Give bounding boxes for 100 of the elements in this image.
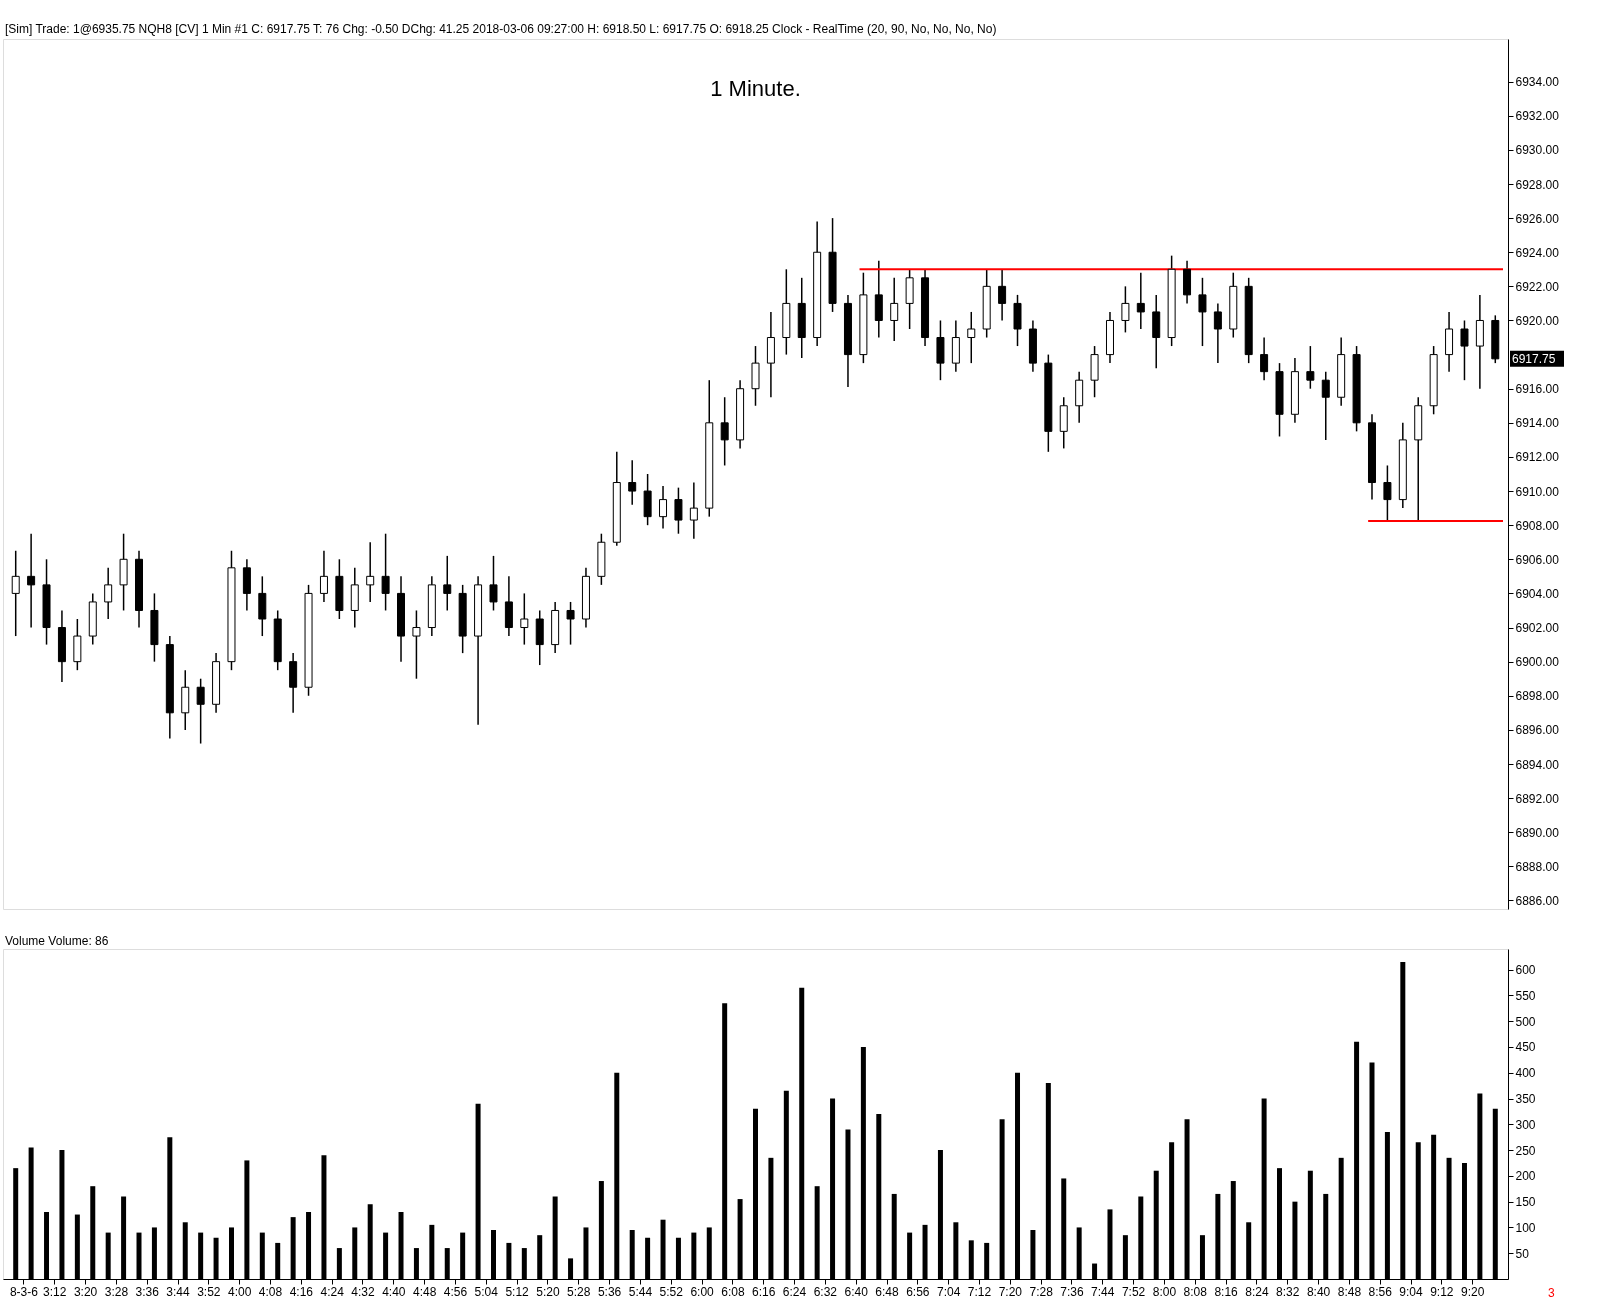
x-tick-label: 4:48: [412, 1284, 437, 1298]
x-tick-label: 3:36: [135, 1284, 160, 1298]
x-tick-label: 6:48: [875, 1284, 900, 1298]
x-tick-label: 4:08: [258, 1284, 283, 1298]
x-tick-label: 6:40: [844, 1284, 869, 1298]
x-tick-label: 6:00: [690, 1284, 715, 1298]
x-tick-label: 7:12: [967, 1284, 992, 1298]
y-tick-label: 6892.00: [1515, 791, 1560, 806]
candlestick: [520, 592, 529, 646]
x-tick-label: 5:36: [597, 1284, 622, 1298]
y-tick-label: 6922.00: [1515, 279, 1560, 294]
y-tick-label: 400: [1515, 1066, 1536, 1081]
y-tick-label: 350: [1515, 1092, 1536, 1107]
candlestick: [1198, 277, 1207, 347]
y-tick-label: 6904.00: [1515, 586, 1560, 601]
candlestick: [1306, 345, 1315, 390]
y-tick-label: 6886.00: [1515, 893, 1560, 908]
y-tick-label: 6890.00: [1515, 825, 1560, 840]
x-tick-label: 8:16: [1214, 1284, 1239, 1298]
candlestick: [443, 555, 452, 612]
x-tick-label: 5:04: [474, 1284, 499, 1298]
x-tick-label: 4:32: [351, 1284, 375, 1298]
candlestick: [196, 677, 205, 745]
y-tick-label: 6912.00: [1515, 450, 1560, 465]
y-tick-label: 6902.00: [1515, 621, 1560, 636]
x-tick-label: 7:04: [936, 1284, 961, 1298]
y-tick-label: 100: [1515, 1220, 1536, 1235]
x-tick-label: 6:16: [752, 1284, 776, 1298]
candlestick: [1121, 285, 1130, 334]
y-tick-label: 6894.00: [1515, 757, 1560, 772]
y-tick-label: 600: [1515, 963, 1536, 978]
candlestick: [566, 601, 575, 646]
y-tick-label: 6920.00: [1515, 313, 1560, 328]
y-tick-label: 6908.00: [1515, 518, 1560, 533]
y-tick-label: 550: [1515, 988, 1536, 1003]
candlestick: [689, 481, 698, 540]
x-tick-label: 3:44: [166, 1284, 191, 1298]
candlestick: [890, 277, 899, 342]
y-tick-label: 6930.00: [1515, 143, 1560, 158]
candlestick: [319, 550, 328, 603]
candlestick: [1260, 336, 1269, 381]
text: 1 Minute.: [710, 76, 801, 101]
y-tick-label: 200: [1515, 1169, 1536, 1184]
candlestick: [720, 396, 729, 467]
y-tick-label: 250: [1515, 1143, 1536, 1158]
y-tick-label: 6932.00: [1515, 109, 1560, 124]
x-tick-label: 4:56: [443, 1284, 468, 1298]
x-tick-label: 6:56: [906, 1284, 930, 1298]
y-tick-label: 6928.00: [1515, 177, 1560, 192]
y-tick-label: 6900.00: [1515, 655, 1560, 670]
x-tick-label: 4:24: [320, 1284, 345, 1298]
x-tick-label: 4:00: [228, 1284, 252, 1298]
y-tick-label: 6896.00: [1515, 723, 1560, 738]
x-tick-label: 3:12: [43, 1284, 67, 1298]
candlestick: [1460, 319, 1469, 381]
candlestick: [11, 550, 20, 637]
x-tick-label: 8:48: [1337, 1284, 1362, 1298]
x-tick-label: 8:56: [1368, 1284, 1393, 1298]
y-tick-label: 300: [1515, 1117, 1536, 1132]
x-tick-label: 7:28: [1029, 1284, 1054, 1298]
candlestick: [967, 311, 976, 364]
candlestick: [381, 532, 390, 612]
x-tick-label: 6:32: [813, 1284, 838, 1298]
x-tick-label: 8:40: [1306, 1284, 1331, 1298]
y-tick-label: 50: [1515, 1246, 1530, 1261]
candlestick: [1136, 271, 1145, 330]
candlestick: [412, 609, 421, 680]
x-tick-label: 5:20: [536, 1284, 560, 1298]
text: [Sim] Trade: 1@6935.75 NQH8 [CV] 1 Min #1 C: 6917.75 T: 76 Chg: -0.50 DChg: 41.25 2018-03-06 09:27:00 H: 6918.50 L: 6917.75 O: 6918.25 Clock - RealTime (20, 90, No, No, No, No): [5, 22, 997, 36]
y-tick-label: 6906.00: [1515, 552, 1560, 567]
candlestick: [1321, 370, 1330, 441]
y-tick-label: 150: [1515, 1195, 1536, 1210]
text: 3: [1548, 1286, 1555, 1298]
candlestick: [489, 555, 498, 612]
candlestick: [628, 459, 637, 506]
x-tick-label: 7:52: [1121, 1284, 1146, 1298]
x-tick-label: 8:08: [1183, 1284, 1208, 1298]
x-tick-label: 9:04: [1399, 1284, 1424, 1298]
x-tick-label: 3:52: [197, 1284, 221, 1298]
x-tick-label: 5:52: [659, 1284, 684, 1298]
x-tick-label: 8:00: [1152, 1284, 1177, 1298]
text: Volume Volume: 86: [5, 934, 109, 948]
x-tick-label: 6:24: [782, 1284, 807, 1298]
y-tick-label: 6916.00: [1515, 382, 1560, 397]
candlestick: [659, 485, 668, 530]
x-tick-label: 7:20: [998, 1284, 1023, 1298]
x-tick-label: 6:08: [721, 1284, 745, 1298]
candlestick: [104, 567, 113, 620]
text: 6917.75: [1512, 351, 1556, 366]
x-tick-label: 3:20: [73, 1284, 98, 1298]
x-tick-label: 5:12: [505, 1284, 530, 1298]
x-tick-label: 5:28: [567, 1284, 591, 1298]
y-tick-label: 6910.00: [1515, 484, 1560, 499]
y-tick-label: 500: [1515, 1014, 1536, 1029]
x-tick-label: 7:36: [1060, 1284, 1084, 1298]
x-tick-label: 5:44: [628, 1284, 653, 1298]
x-tick-label: 8:24: [1245, 1284, 1269, 1298]
y-tick-label: 6934.00: [1515, 75, 1560, 90]
candlestick: [27, 532, 36, 629]
candlestick: [674, 486, 683, 535]
